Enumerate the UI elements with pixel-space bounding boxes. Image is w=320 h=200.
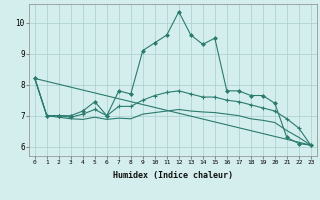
X-axis label: Humidex (Indice chaleur): Humidex (Indice chaleur) [113, 171, 233, 180]
